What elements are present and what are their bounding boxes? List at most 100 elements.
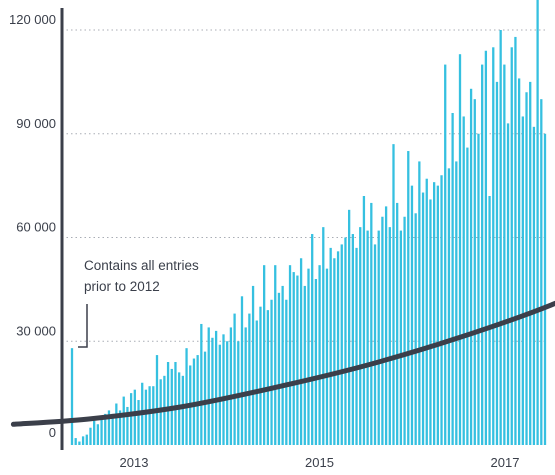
bar bbox=[363, 196, 365, 445]
bar bbox=[540, 99, 542, 445]
bar bbox=[366, 231, 368, 445]
bar bbox=[415, 213, 417, 445]
bar bbox=[304, 286, 306, 445]
bar bbox=[174, 362, 176, 445]
bar bbox=[200, 324, 202, 445]
bar bbox=[466, 148, 468, 445]
bar bbox=[455, 161, 457, 445]
bar bbox=[488, 196, 490, 445]
bar bbox=[500, 30, 502, 445]
bar bbox=[300, 258, 302, 445]
bar bbox=[341, 244, 343, 445]
bar bbox=[344, 238, 346, 446]
bar bbox=[385, 206, 387, 445]
bar bbox=[293, 272, 295, 445]
bar bbox=[374, 244, 376, 445]
bar bbox=[204, 352, 206, 445]
bar bbox=[522, 116, 524, 445]
y-tick-label: 120 000 bbox=[9, 12, 56, 27]
bar bbox=[318, 265, 320, 445]
bar bbox=[197, 355, 199, 445]
annotation-line-2: prior to 2012 bbox=[84, 279, 160, 294]
bar bbox=[100, 417, 102, 445]
bar bbox=[533, 127, 535, 445]
bar bbox=[481, 65, 483, 445]
bar bbox=[245, 327, 247, 445]
x-tick-label: 2017 bbox=[491, 455, 520, 470]
x-tick-label: 2013 bbox=[120, 455, 149, 470]
bar bbox=[518, 78, 520, 445]
bar bbox=[370, 203, 372, 445]
bar bbox=[281, 286, 283, 445]
bar bbox=[407, 151, 409, 445]
bar bbox=[148, 386, 150, 445]
bar bbox=[219, 345, 221, 445]
bar bbox=[352, 234, 354, 445]
bar bbox=[267, 310, 269, 445]
bar bbox=[152, 386, 154, 445]
bar bbox=[315, 279, 317, 445]
bar bbox=[274, 265, 276, 445]
bar bbox=[226, 341, 228, 445]
bar bbox=[182, 376, 184, 445]
bar bbox=[403, 217, 405, 445]
y-tick-label: 90 000 bbox=[16, 116, 56, 131]
bar bbox=[134, 390, 136, 445]
bar bbox=[337, 251, 339, 445]
bar bbox=[278, 293, 280, 445]
bar bbox=[167, 362, 169, 445]
bar bbox=[211, 338, 213, 445]
bar bbox=[222, 334, 224, 445]
bar bbox=[503, 65, 505, 445]
bar bbox=[485, 51, 487, 445]
bar bbox=[93, 421, 95, 445]
bar bbox=[215, 331, 217, 445]
bar bbox=[330, 248, 332, 445]
bar bbox=[145, 390, 147, 445]
bar bbox=[248, 314, 250, 445]
bar bbox=[511, 47, 513, 445]
bar bbox=[193, 359, 195, 445]
bar bbox=[418, 161, 420, 445]
bar bbox=[285, 300, 287, 445]
bar bbox=[230, 327, 232, 445]
bar bbox=[426, 179, 428, 445]
bar bbox=[78, 442, 80, 445]
bar bbox=[86, 435, 88, 445]
bar bbox=[233, 314, 235, 445]
bar bbox=[263, 265, 265, 445]
bar bbox=[75, 438, 77, 445]
bar bbox=[97, 424, 99, 445]
bar bbox=[411, 186, 413, 445]
bar bbox=[400, 231, 402, 445]
y-tick-label: 30 000 bbox=[16, 323, 56, 338]
bar bbox=[82, 436, 84, 445]
annotation: Contains all entries prior to 2012 bbox=[78, 258, 199, 347]
bar bbox=[396, 203, 398, 445]
bar bbox=[71, 348, 73, 445]
bar bbox=[507, 123, 509, 445]
bar bbox=[474, 99, 476, 445]
bar bbox=[429, 199, 431, 445]
bar bbox=[544, 134, 546, 445]
bar bbox=[130, 393, 132, 445]
bar bbox=[381, 217, 383, 445]
bar bbox=[348, 210, 350, 445]
y-tick-label: 0 bbox=[49, 425, 56, 440]
bar bbox=[529, 82, 531, 445]
bar bbox=[185, 348, 187, 445]
bar bbox=[525, 92, 527, 445]
annotation-pointer bbox=[78, 304, 87, 347]
bar bbox=[156, 355, 158, 445]
bar bbox=[289, 265, 291, 445]
bar bbox=[433, 182, 435, 445]
bar bbox=[459, 54, 461, 445]
bar bbox=[137, 400, 139, 445]
bar bbox=[115, 404, 117, 446]
bar bbox=[307, 269, 309, 445]
bar bbox=[444, 65, 446, 445]
bar bbox=[496, 82, 498, 445]
y-tick-label: 60 000 bbox=[16, 220, 56, 235]
x-tick-label: 2015 bbox=[305, 455, 334, 470]
